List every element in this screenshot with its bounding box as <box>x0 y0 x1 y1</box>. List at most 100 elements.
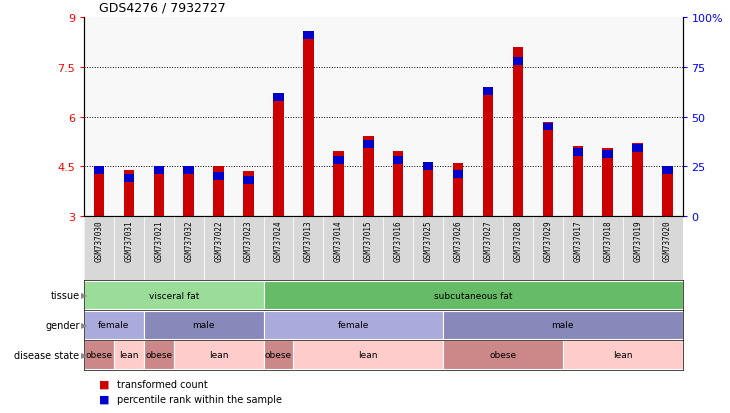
Bar <box>533 216 563 280</box>
Text: GSM737032: GSM737032 <box>184 220 193 261</box>
Bar <box>443 216 473 280</box>
Bar <box>293 216 323 280</box>
Bar <box>572 149 583 157</box>
Bar <box>183 167 194 175</box>
Text: GSM737031: GSM737031 <box>124 220 134 261</box>
Bar <box>542 123 553 131</box>
Bar <box>144 311 264 339</box>
Bar <box>423 163 434 171</box>
Bar <box>264 340 293 369</box>
Text: GSM737021: GSM737021 <box>154 220 164 261</box>
Bar <box>333 157 344 165</box>
Text: GSM737014: GSM737014 <box>334 220 343 261</box>
Text: ▶: ▶ <box>81 291 88 300</box>
Text: GSM737023: GSM737023 <box>244 220 253 261</box>
Bar <box>423 164 434 216</box>
Bar <box>264 311 443 339</box>
Text: obese: obese <box>265 350 292 359</box>
Text: GSM737022: GSM737022 <box>214 220 223 261</box>
Text: GDS4276 / 7932727: GDS4276 / 7932727 <box>99 1 226 14</box>
Text: ■: ■ <box>99 379 109 389</box>
Bar <box>443 340 563 369</box>
Bar <box>93 167 104 216</box>
Bar <box>323 216 353 280</box>
Bar <box>453 171 464 179</box>
Text: GSM737017: GSM737017 <box>573 220 583 261</box>
Bar <box>153 167 164 216</box>
Text: obese: obese <box>85 350 112 359</box>
Bar <box>363 137 374 216</box>
Text: lean: lean <box>209 350 228 359</box>
Bar <box>632 144 643 216</box>
Text: GSM737025: GSM737025 <box>423 220 433 261</box>
Bar <box>563 216 593 280</box>
Bar <box>363 141 374 149</box>
Bar <box>273 97 284 216</box>
Bar <box>473 216 503 280</box>
Bar <box>93 167 104 175</box>
Text: obese: obese <box>489 350 517 359</box>
Bar <box>572 147 583 216</box>
Bar <box>123 170 134 216</box>
Bar <box>602 151 613 159</box>
Text: obese: obese <box>145 350 172 359</box>
Bar <box>512 48 523 216</box>
Bar <box>662 167 673 175</box>
Bar <box>383 216 413 280</box>
Bar <box>303 33 314 216</box>
Text: lean: lean <box>613 350 632 359</box>
Bar <box>213 173 224 181</box>
Bar <box>264 281 683 310</box>
Bar <box>114 216 144 280</box>
Bar <box>333 152 344 216</box>
Text: subcutaneous fat: subcutaneous fat <box>434 291 512 300</box>
Text: female: female <box>338 320 369 330</box>
Bar <box>84 281 264 310</box>
Text: transformed count: transformed count <box>117 379 207 389</box>
Text: GSM737029: GSM737029 <box>543 220 553 261</box>
Text: GSM737018: GSM737018 <box>603 220 612 261</box>
Bar <box>174 340 264 369</box>
Text: ■: ■ <box>99 394 109 404</box>
Bar <box>593 216 623 280</box>
Bar <box>483 88 493 95</box>
Text: GSM737019: GSM737019 <box>633 220 642 261</box>
Text: percentile rank within the sample: percentile rank within the sample <box>117 394 282 404</box>
Bar <box>153 167 164 175</box>
Text: male: male <box>193 320 215 330</box>
Bar <box>303 32 314 40</box>
Text: GSM737024: GSM737024 <box>274 220 283 261</box>
Text: ▶: ▶ <box>81 350 88 359</box>
Text: GSM737027: GSM737027 <box>483 220 493 261</box>
Text: GSM737028: GSM737028 <box>513 220 523 261</box>
Text: ▶: ▶ <box>81 320 88 330</box>
Bar <box>653 216 683 280</box>
Bar <box>84 340 114 369</box>
Bar <box>273 93 284 102</box>
Bar <box>393 157 404 165</box>
Bar <box>114 340 144 369</box>
Text: GSM737013: GSM737013 <box>304 220 313 261</box>
Text: GSM737020: GSM737020 <box>663 220 672 261</box>
Bar <box>123 175 134 183</box>
Text: lean: lean <box>358 350 378 359</box>
Bar <box>264 216 293 280</box>
Bar <box>213 167 224 216</box>
Text: gender: gender <box>45 320 80 330</box>
Text: visceral fat: visceral fat <box>148 291 199 300</box>
Bar <box>542 122 553 216</box>
Bar <box>84 311 144 339</box>
Bar <box>174 216 204 280</box>
Bar <box>413 216 443 280</box>
Text: GSM737026: GSM737026 <box>453 220 463 261</box>
Bar <box>662 169 673 216</box>
Bar <box>453 164 464 216</box>
Bar <box>393 152 404 216</box>
Text: female: female <box>99 320 129 330</box>
Bar <box>243 177 254 185</box>
Bar <box>204 216 234 280</box>
Text: male: male <box>552 320 574 330</box>
Text: disease state: disease state <box>15 350 80 360</box>
Bar <box>512 58 523 66</box>
Text: lean: lean <box>119 350 139 359</box>
